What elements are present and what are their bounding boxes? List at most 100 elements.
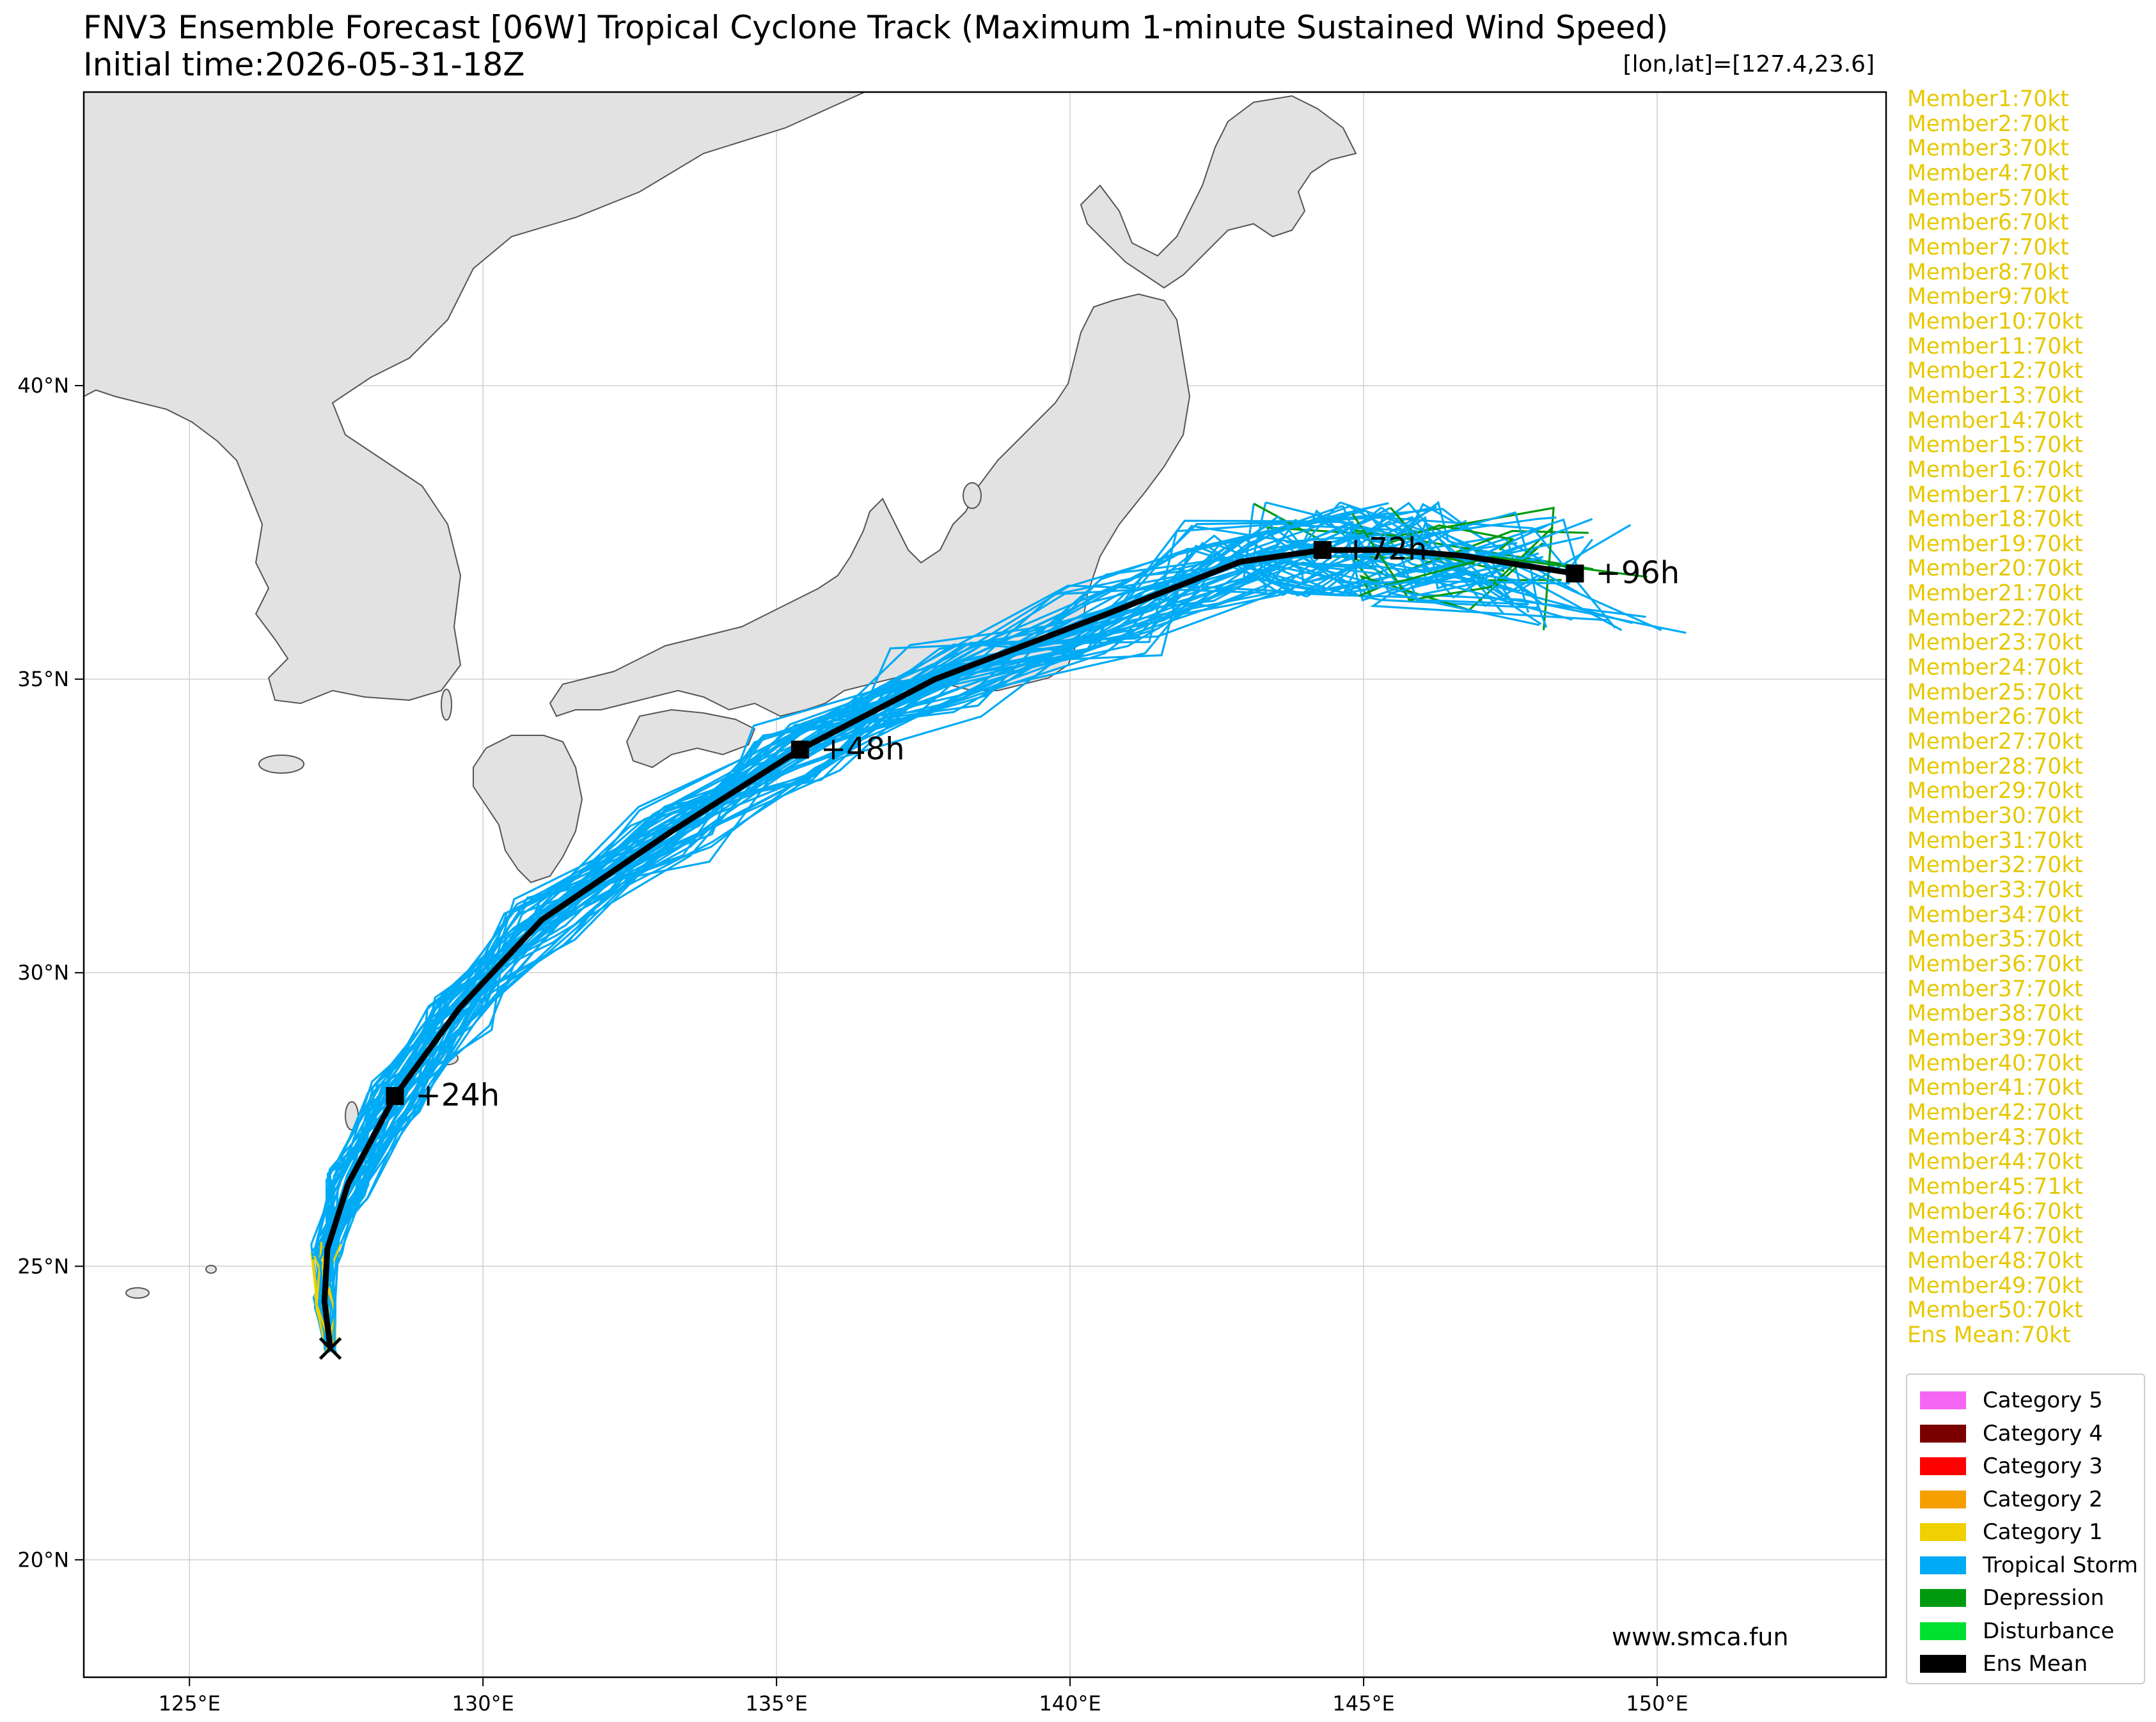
kyushu-landmass xyxy=(473,735,583,884)
legend-entry: Category 2 xyxy=(1920,1487,2103,1512)
lon-tick-label: 130°E xyxy=(452,1691,514,1716)
legend-swatch xyxy=(1920,1523,1966,1541)
member-intensity: Member10:70kt xyxy=(1907,308,2083,334)
member-track-late xyxy=(1256,551,1687,634)
legend-label: Category 2 xyxy=(1983,1486,2103,1512)
legend-label: Category 4 xyxy=(1983,1420,2103,1446)
member-track xyxy=(330,542,1284,1240)
forecast-time-label: +72h xyxy=(1343,531,1428,567)
member-intensity: Member48:70kt xyxy=(1907,1248,2083,1274)
member-track xyxy=(327,552,1268,1244)
member-intensity: Member17:70kt xyxy=(1907,481,2083,508)
member-track-late xyxy=(1300,531,1662,631)
legend-label: Ens Mean xyxy=(1983,1651,2088,1677)
sado-island xyxy=(963,482,982,509)
member-intensity: Member1:70kt xyxy=(1907,86,2069,112)
member-track-late xyxy=(1337,571,1520,596)
yaeyama-island xyxy=(125,1287,150,1299)
member-intensity: Member11:70kt xyxy=(1907,333,2083,359)
forecast-time-label: +96h xyxy=(1596,555,1680,591)
member-track xyxy=(313,501,1341,1249)
member-intensity: Member41:70kt xyxy=(1907,1075,2083,1101)
legend-entry: Category 5 xyxy=(1920,1388,2103,1413)
legend-entry: Category 3 xyxy=(1920,1453,2103,1479)
member-track xyxy=(327,565,1307,1242)
legend-swatch xyxy=(1920,1556,1966,1574)
credit-text: www.smca.fun xyxy=(1612,1623,1789,1651)
member-track-late xyxy=(1337,581,1542,625)
member-intensity: Member18:70kt xyxy=(1907,506,2083,533)
hokkaido-landmass xyxy=(1080,95,1357,289)
member-intensity: Member39:70kt xyxy=(1907,1025,2083,1051)
member-track xyxy=(327,521,1353,1258)
legend-swatch xyxy=(1920,1589,1966,1607)
legend-swatch xyxy=(1920,1424,1966,1443)
member-intensity: Member27:70kt xyxy=(1907,729,2083,755)
member-track-late xyxy=(1286,524,1632,592)
position-readout: [lon,lat]=[127.4,23.6] xyxy=(1623,51,1875,77)
intensity-legend: Category 5 Category 4 Category 3 Category 2… xyxy=(1906,1374,2145,1684)
initial-time: Initial time:2026-05-31-18Z xyxy=(83,46,525,83)
forecast-time-label: +48h xyxy=(821,731,905,767)
member-intensity: Member4:70kt xyxy=(1907,160,2069,186)
legend-swatch xyxy=(1920,1655,1966,1673)
member-track-late xyxy=(1277,501,1505,615)
member-track-late xyxy=(1349,524,1607,622)
lon-tick-label: 125°E xyxy=(159,1691,221,1716)
legend-label: Depression xyxy=(1983,1585,2105,1611)
member-track-late xyxy=(1289,562,1570,585)
member-intensity: Member35:70kt xyxy=(1907,927,2083,953)
member-intensity: Member40:70kt xyxy=(1907,1050,2083,1076)
initial-position-marker xyxy=(319,1337,342,1360)
legend-label: Disturbance xyxy=(1983,1618,2114,1644)
legend-entry: Ens Mean xyxy=(1920,1651,2088,1677)
legend-swatch xyxy=(1920,1490,1966,1508)
map-frame xyxy=(83,91,1887,1679)
member-intensity: Member36:70kt xyxy=(1907,951,2083,977)
legend-entry: Tropical Storm xyxy=(1920,1553,2138,1578)
member-intensity: Member22:70kt xyxy=(1907,605,2083,631)
lat-tick-label: 35°N xyxy=(17,667,69,691)
member-intensity: Member42:70kt xyxy=(1907,1099,2083,1125)
axis-ticks: 125°E 130°E 135°E 140°E 145°E 150°E 20°N 25°N 30… xyxy=(17,373,1688,1716)
member-intensity: Member12:70kt xyxy=(1907,358,2083,384)
legend-label: Category 1 xyxy=(1983,1519,2103,1545)
mean-track-line xyxy=(321,547,1576,1349)
member-track xyxy=(330,593,1280,1241)
member-intensity: Member33:70kt xyxy=(1907,877,2083,903)
member-intensity: Member32:70kt xyxy=(1907,852,2083,879)
chart-title: FNV3 Ensemble Forecast [06W] Tropical Cy… xyxy=(83,9,1669,46)
member-intensity: Member37:70kt xyxy=(1907,976,2083,1002)
member-track-late xyxy=(1374,520,1646,618)
member-intensity: Member49:70kt xyxy=(1907,1272,2083,1299)
legend-label: Category 5 xyxy=(1983,1388,2103,1413)
legend-entry: Category 1 xyxy=(1920,1519,2103,1545)
legend-swatch xyxy=(1920,1457,1966,1475)
member-intensity: Member16:70kt xyxy=(1907,457,2083,483)
lat-tick-label: 40°N xyxy=(17,373,69,398)
legend-entry: Disturbance xyxy=(1920,1618,2114,1644)
member-intensity: Member43:70kt xyxy=(1907,1124,2083,1150)
member-intensity: Member14:70kt xyxy=(1907,407,2083,434)
lon-tick-label: 135°E xyxy=(745,1691,807,1716)
graticule xyxy=(84,92,1886,1677)
legend-swatch xyxy=(1920,1391,1966,1409)
shikoku-landmass xyxy=(626,708,756,769)
mainland-korea-landmass xyxy=(84,92,865,705)
member-intensity: Member34:70kt xyxy=(1907,902,2083,928)
member-intensity: Member45:71kt xyxy=(1907,1173,2083,1200)
legend-label: Category 3 xyxy=(1983,1453,2103,1479)
member-track-late xyxy=(1351,513,1554,602)
member-intensity: Member26:70kt xyxy=(1907,704,2083,730)
member-intensity: Member2:70kt xyxy=(1907,111,2069,137)
member-intensity: Member47:70kt xyxy=(1907,1223,2083,1249)
ensemble-mean-track: +24h +48h +72h +96h xyxy=(319,531,1680,1360)
miyako-island xyxy=(205,1265,217,1274)
member-intensity: Member50:70kt xyxy=(1907,1297,2083,1324)
legend-entry: Depression xyxy=(1920,1585,2104,1611)
lat-tick-label: 30°N xyxy=(17,960,69,985)
forecast-time-marker xyxy=(791,740,809,759)
member-intensity: Member44:70kt xyxy=(1907,1149,2083,1175)
member-intensity: Member21:70kt xyxy=(1907,581,2083,607)
